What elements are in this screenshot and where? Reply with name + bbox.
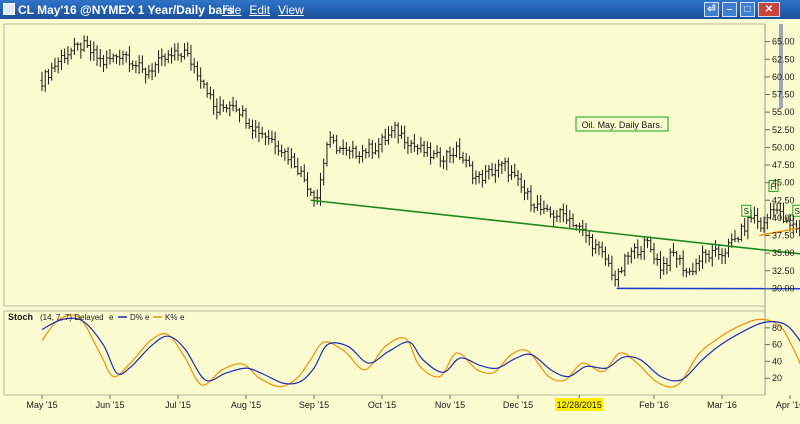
price-tick-label: 45.00 xyxy=(772,178,795,188)
stoch-tick-label: 20 xyxy=(772,373,782,383)
back-button[interactable]: ⏎ xyxy=(704,2,719,17)
minimize-button[interactable]: – xyxy=(722,2,737,17)
date-tick-label: Mar '16 xyxy=(707,400,737,410)
stoch-tick-label: 60 xyxy=(772,340,782,350)
window-titlebar: CL May'16 @NYMEX 1 Year/Daily bars File E… xyxy=(0,0,800,19)
annotation-text: Oil. May. Daily Bars. xyxy=(582,120,663,130)
price-tick-label: 65.00 xyxy=(772,37,795,47)
price-tick-label: 52.50 xyxy=(772,125,795,135)
price-tick-label: 40.00 xyxy=(772,213,795,223)
date-tick-label: Nov '15 xyxy=(435,400,465,410)
menu-view[interactable]: View xyxy=(278,3,304,17)
date-tick-label: May '15 xyxy=(26,400,57,410)
stoch-params: (14, 7, 7) Delayed xyxy=(40,313,104,322)
date-tick-label: Apr '16 xyxy=(776,400,800,410)
right-shoulder-label: S xyxy=(795,207,800,216)
price-tick-label: 42.50 xyxy=(772,195,795,205)
price-tick-label: 55.00 xyxy=(772,107,795,117)
menu-bar: File Edit View xyxy=(222,3,312,17)
stoch-title: Stoch xyxy=(8,312,33,322)
left-shoulder-label: S xyxy=(744,207,749,216)
legend-d-toggle-icon[interactable]: e xyxy=(145,313,150,322)
price-tick-label: 35.00 xyxy=(772,248,795,258)
menu-file[interactable]: File xyxy=(222,3,241,17)
price-tick-label: 60.00 xyxy=(772,72,795,82)
date-tick-label: Aug '15 xyxy=(231,400,261,410)
date-tick-label: Dec '15 xyxy=(503,400,533,410)
close-button[interactable]: ✕ xyxy=(758,2,780,17)
price-tick-label: 37.50 xyxy=(772,231,795,241)
stoch-params-toggle-icon[interactable]: e xyxy=(109,313,114,322)
price-tick-label: 50.00 xyxy=(772,142,795,152)
legend-k-label: K% xyxy=(165,313,177,322)
price-tick-label: 47.50 xyxy=(772,160,795,170)
chart-app-icon xyxy=(3,3,15,15)
menu-edit[interactable]: Edit xyxy=(249,3,270,17)
window-title: CL May'16 @NYMEX 1 Year/Daily bars xyxy=(18,3,234,17)
date-tick-label: 12/28/2015 xyxy=(557,400,602,410)
price-tick-label: 30.00 xyxy=(772,283,795,293)
date-tick-label: Jun '15 xyxy=(96,400,125,410)
date-tick-label: Oct '15 xyxy=(368,400,396,410)
chart-background xyxy=(0,19,800,419)
maximize-button[interactable]: □ xyxy=(740,2,755,17)
price-tick-label: 62.50 xyxy=(772,54,795,64)
date-tick-label: Feb '16 xyxy=(639,400,669,410)
price-tick-label: 57.50 xyxy=(772,90,795,100)
price-tick-label: 32.50 xyxy=(772,266,795,276)
stoch-tick-label: 80 xyxy=(772,323,782,333)
date-tick-label: Sep '15 xyxy=(299,400,329,410)
stoch-tick-label: 40 xyxy=(772,356,782,366)
date-tick-label: Jul '15 xyxy=(165,400,191,410)
legend-d-label: D% xyxy=(130,313,143,322)
chart-canvas: SHS 65.0062.5060.0057.5055.0052.5050.004… xyxy=(0,19,800,419)
legend-k-toggle-icon[interactable]: e xyxy=(180,313,185,322)
